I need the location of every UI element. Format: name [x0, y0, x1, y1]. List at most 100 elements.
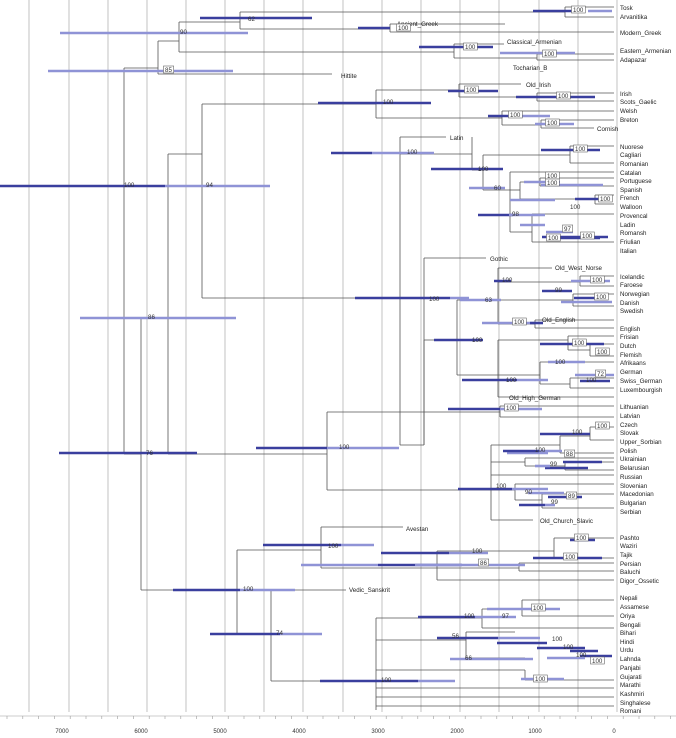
- taxon-label: Polish: [620, 448, 637, 455]
- support-value: 100: [535, 676, 546, 683]
- taxon-label: Adapazar: [620, 57, 647, 64]
- support-value: 85: [165, 67, 172, 74]
- taxon-label: Romansh: [620, 230, 647, 237]
- support-box: [580, 231, 595, 240]
- support-value: 100: [243, 586, 254, 593]
- taxon-label: Waziri: [620, 543, 637, 550]
- support-value: 100: [502, 277, 513, 284]
- support-value: 100: [496, 483, 507, 490]
- support-box: [574, 533, 589, 542]
- taxon-label: Modern_Greek: [620, 30, 662, 37]
- support-value: 100: [533, 605, 544, 612]
- axis-tick-label: 6000: [134, 729, 148, 735]
- axis-tick-label: 4000: [292, 729, 306, 735]
- taxon-label: Dutch: [620, 343, 637, 350]
- taxon-label: Frisian: [620, 334, 639, 341]
- taxon-label: Breton: [620, 117, 639, 124]
- taxon-label: Hittite: [341, 73, 357, 80]
- support-value: 100: [398, 25, 409, 32]
- taxon-label: Luxembourgish: [620, 387, 663, 394]
- support-value: 66: [465, 655, 472, 662]
- taxon-label: Danish: [620, 300, 640, 307]
- support-value: 100: [328, 543, 339, 550]
- support-value: 100: [555, 359, 566, 366]
- taxon-label: Gujarati: [620, 674, 642, 681]
- taxon-label: Italian: [620, 248, 637, 255]
- taxon-label: Serbian: [620, 509, 642, 516]
- support-value: 100: [548, 235, 559, 242]
- support-value: 98: [512, 211, 519, 218]
- taxon-label: Old_High_German: [509, 395, 561, 402]
- support-value: 100: [600, 196, 611, 203]
- taxon-label: Old_English: [542, 317, 576, 324]
- support-value: 86: [480, 560, 487, 567]
- support-box: [533, 674, 548, 683]
- taxon-label: Lahnda: [620, 656, 641, 663]
- taxon-label: Marathi: [620, 682, 641, 689]
- support-value: 100: [592, 658, 603, 665]
- support-value: 100: [575, 146, 586, 153]
- support-value: 100: [592, 277, 603, 284]
- axis-tick-label: 3000: [371, 729, 385, 735]
- support-box: [594, 292, 609, 301]
- support-value: 100: [506, 377, 517, 384]
- support-value: 100: [514, 319, 525, 326]
- support-box: [463, 42, 478, 51]
- taxon-label: Cornish: [597, 126, 619, 133]
- support-value: 100: [565, 554, 576, 561]
- support-value: 100: [383, 99, 394, 106]
- support-value: 100: [339, 444, 350, 451]
- taxon-label: Hindi: [620, 639, 634, 646]
- support-value: 99: [550, 461, 557, 468]
- support-value: 100: [572, 429, 583, 436]
- taxon-label: Urdu: [620, 647, 634, 654]
- taxon-label: Russian: [620, 474, 643, 481]
- support-value: 100: [563, 644, 574, 651]
- axis-tick-label: 2000: [450, 729, 464, 735]
- taxon-label: Arvanitika: [620, 14, 648, 21]
- support-box: [545, 178, 560, 187]
- support-box: [573, 144, 588, 153]
- support-box: [542, 49, 557, 58]
- support-value: 56: [452, 633, 459, 640]
- support-value: 100: [478, 166, 489, 173]
- taxon-label: Romanian: [620, 161, 649, 168]
- taxon-label: Flemish: [620, 352, 642, 359]
- taxon-label: Catalan: [620, 170, 642, 177]
- support-value: 100: [381, 677, 392, 684]
- support-value: 100: [576, 652, 587, 659]
- taxon-label: Afrikaans: [620, 360, 646, 367]
- support-box: [595, 347, 610, 356]
- support-box: [546, 233, 561, 242]
- support-box: [545, 118, 560, 127]
- axis-tick-label: 0: [612, 729, 616, 735]
- support-value: 88: [566, 451, 573, 458]
- taxon-label: Oriya: [620, 613, 635, 620]
- taxon-label: Kashmiri: [620, 691, 644, 698]
- taxon-label: Pashto: [620, 535, 640, 542]
- axis-tick-label: 7000: [55, 729, 69, 735]
- support-value: 100: [576, 535, 587, 542]
- support-value: 100: [570, 204, 581, 211]
- support-value: 100: [558, 93, 569, 100]
- taxon-label: Upper_Sorbian: [620, 439, 662, 446]
- support-value: 99: [551, 499, 558, 506]
- support-value: 100: [124, 182, 135, 189]
- support-box: [564, 449, 575, 458]
- taxon-label: Bihari: [620, 630, 636, 637]
- taxon-label: Norwegian: [620, 291, 650, 298]
- taxon-label: Belarusian: [620, 465, 650, 472]
- support-value: 100: [574, 340, 585, 347]
- support-value: 100: [465, 44, 476, 51]
- taxon-label: Tajik: [620, 552, 633, 559]
- taxon-label: Gothic: [490, 256, 508, 263]
- taxon-label: Portuguese: [620, 178, 652, 185]
- taxon-label: Welsh: [620, 108, 638, 115]
- support-value: 74: [276, 630, 283, 637]
- taxon-label: Swedish: [620, 308, 644, 315]
- support-value: 100: [586, 377, 597, 384]
- support-value: 90: [525, 489, 532, 496]
- support-value: 100: [472, 337, 483, 344]
- support-box: [556, 91, 571, 100]
